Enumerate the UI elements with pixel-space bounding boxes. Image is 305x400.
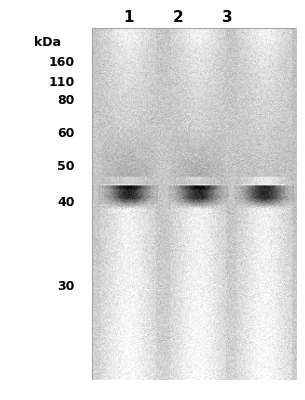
Text: 1: 1 [123, 10, 133, 26]
Text: 60: 60 [57, 127, 75, 140]
Text: 110: 110 [48, 76, 75, 89]
Text: 30: 30 [57, 280, 75, 292]
Text: 80: 80 [57, 94, 75, 107]
Text: 3: 3 [222, 10, 232, 26]
Text: 160: 160 [48, 56, 75, 68]
Text: 2: 2 [173, 10, 184, 26]
Text: 50: 50 [57, 160, 75, 172]
Text: 40: 40 [57, 196, 75, 209]
Text: kDa: kDa [34, 36, 61, 48]
